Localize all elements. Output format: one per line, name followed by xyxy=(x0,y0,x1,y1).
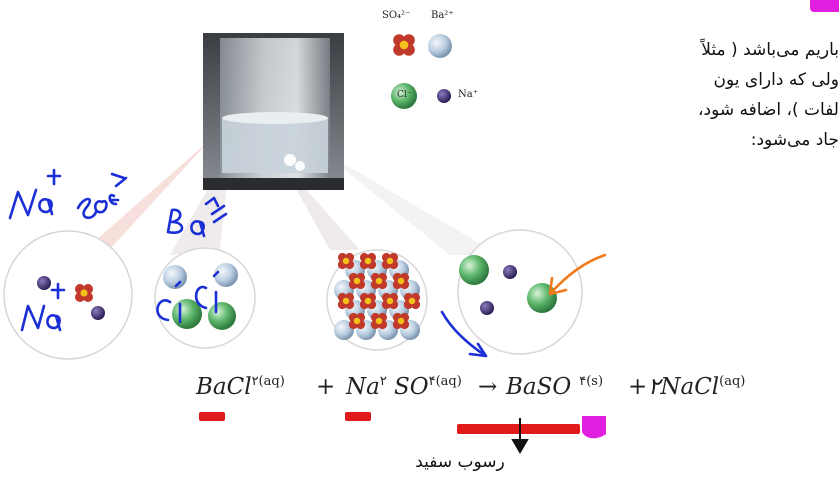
highlight-solid-state xyxy=(582,416,606,439)
eq-baso4-sub: ۴(s) xyxy=(579,374,604,389)
sodium-legend-icon xyxy=(437,89,451,103)
eq-plus-1: + xyxy=(316,374,336,400)
text-line-1: باریم می‌باشد ( مثلاً xyxy=(701,40,839,60)
eq-baso4: BaSO xyxy=(506,374,572,400)
text-line-3: لفات )، اضافه شود، xyxy=(698,100,839,120)
eq-bacl2: BaCl xyxy=(196,374,252,400)
down-arrow-icon xyxy=(511,418,529,454)
sulfate-legend-icon xyxy=(393,34,415,56)
solution-circle-sodium-sulfate xyxy=(3,230,133,360)
eq-na2-sub: ۲ xyxy=(379,374,387,389)
highlight-so4 xyxy=(345,412,371,421)
barium-legend-icon xyxy=(428,34,452,58)
precipitate-lattice-circle xyxy=(326,249,428,351)
barium-legend-label: Ba²⁺ xyxy=(431,10,454,21)
eq-nacl-sub: (aq) xyxy=(719,374,746,389)
eq-na2: Na xyxy=(346,374,380,400)
chloride-legend-icon xyxy=(391,83,417,109)
beaker-photo xyxy=(203,33,344,190)
highlight-bacl2 xyxy=(199,412,225,421)
sodium-legend-label: Na⁺ xyxy=(458,89,478,100)
text-line-2: ولی که دارای یون xyxy=(713,70,839,90)
chloride-legend-label: Cl⁻ xyxy=(397,90,412,100)
solution-circle-barium-chloride xyxy=(154,247,256,349)
eq-arrow: → xyxy=(478,374,498,400)
eq-nacl: ۲NaCl xyxy=(648,374,720,400)
solution-circle-sodium-chloride xyxy=(457,229,583,355)
eq-so4-sub: ۴(aq) xyxy=(428,374,462,389)
eq-plus-2: + xyxy=(628,374,648,400)
eq-bacl2-sub: ۲(aq) xyxy=(251,374,285,389)
text-line-4: جاد می‌شود: xyxy=(750,130,839,150)
orange-arrow xyxy=(548,253,607,296)
precipitate-caption: رسوب سفید xyxy=(415,452,505,472)
eq-so4: SO xyxy=(394,374,429,400)
sulfate-legend-label: SO₄²⁻ xyxy=(382,10,411,21)
handwritten-annotations xyxy=(8,168,488,358)
chemical-equation: BaCl ۲(aq) + Na ۲ SO ۴(aq) → BaSO ۴(s) + ۲Na… xyxy=(196,374,836,424)
highlight-baso4 xyxy=(457,424,580,434)
pink-highlight-mark xyxy=(810,0,839,12)
